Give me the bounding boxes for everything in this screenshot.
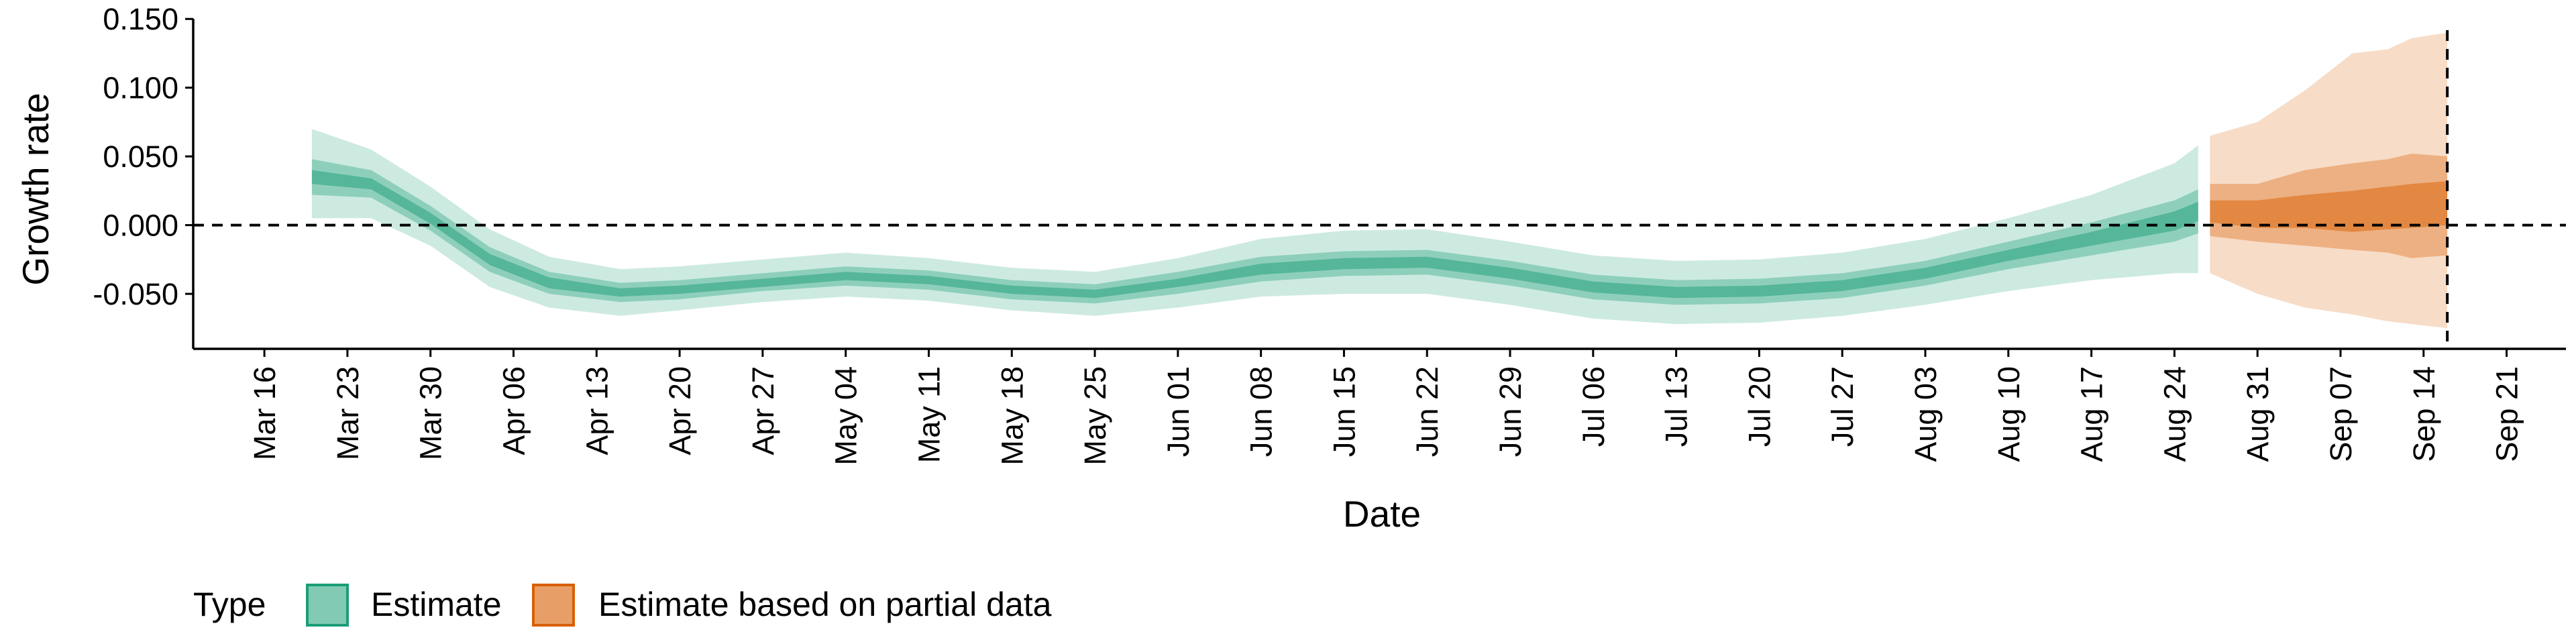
band-estimate-90pct [311, 129, 2198, 325]
x-tick-label: May 04 [829, 366, 863, 466]
legend: Type Estimate Estimate based on partial … [193, 584, 1052, 627]
x-tick-label: Jul 13 [1660, 366, 1694, 447]
axes: 0.150 0.100 0.050 0.000 -0.050 Mar 16 Mar 23 Ma… [93, 2, 2566, 466]
x-tick-label: May 25 [1078, 366, 1112, 466]
x-tick-label: Apr 27 [746, 366, 780, 455]
x-axis-title: Date [1343, 493, 1421, 535]
x-tick-label: May 11 [912, 366, 946, 463]
x-tick-label: Mar 30 [414, 366, 448, 460]
x-tick-label: Jul 06 [1576, 366, 1611, 447]
x-tick-label: Sep 21 [2490, 366, 2524, 462]
x-tick-label: Jun 15 [1327, 366, 1361, 457]
x-tick-label: Aug 10 [1992, 366, 2026, 462]
x-tick-label: Jun 29 [1493, 366, 1527, 457]
legend-title: Type [193, 586, 266, 623]
reference-lines [193, 30, 2566, 349]
x-tick-label: Aug 24 [2157, 366, 2192, 462]
legend-label-partial: Estimate based on partial data [598, 586, 1052, 623]
estimate-bands [311, 32, 2448, 329]
y-tick-label: 0.150 [103, 2, 178, 36]
band-partial-90pct [2210, 32, 2448, 329]
y-tick-label: 0.000 [103, 209, 178, 243]
x-tick-label: Jun 01 [1161, 366, 1195, 457]
legend-label-estimate: Estimate [371, 586, 502, 623]
band-partial-20pct [2210, 181, 2448, 232]
x-tick-label: Apr 13 [580, 366, 614, 455]
x-tick-label: Jun 08 [1244, 366, 1279, 457]
x-tick-label: Apr 20 [663, 366, 697, 455]
legend-swatch-partial [532, 584, 575, 627]
legend-swatch-estimate [306, 584, 349, 627]
x-tick-label: Jun 22 [1410, 366, 1444, 457]
x-tick-label: Apr 06 [496, 366, 531, 455]
x-tick-label: Aug 31 [2241, 366, 2275, 462]
x-tick-label: Jul 20 [1742, 366, 1776, 447]
x-tick-label: Jul 27 [1825, 366, 1860, 447]
y-tick-label: 0.100 [103, 71, 178, 105]
y-tick-label: -0.050 [93, 277, 178, 311]
x-tick-label: May 18 [995, 366, 1029, 466]
band-estimate-20pct [311, 170, 2198, 299]
band-estimate-50pct [311, 159, 2198, 305]
x-tick-label: Mar 23 [331, 366, 365, 460]
x-tick-label: Aug 17 [2075, 366, 2109, 462]
x-tick-label: Sep 07 [2324, 366, 2358, 462]
y-tick-label: 0.050 [103, 140, 178, 174]
y-axis-title: Growth rate [15, 93, 56, 285]
x-tick-label: Aug 03 [1909, 366, 1943, 462]
x-tick-label: Sep 14 [2407, 366, 2441, 462]
x-tick-label: Mar 16 [248, 366, 282, 460]
